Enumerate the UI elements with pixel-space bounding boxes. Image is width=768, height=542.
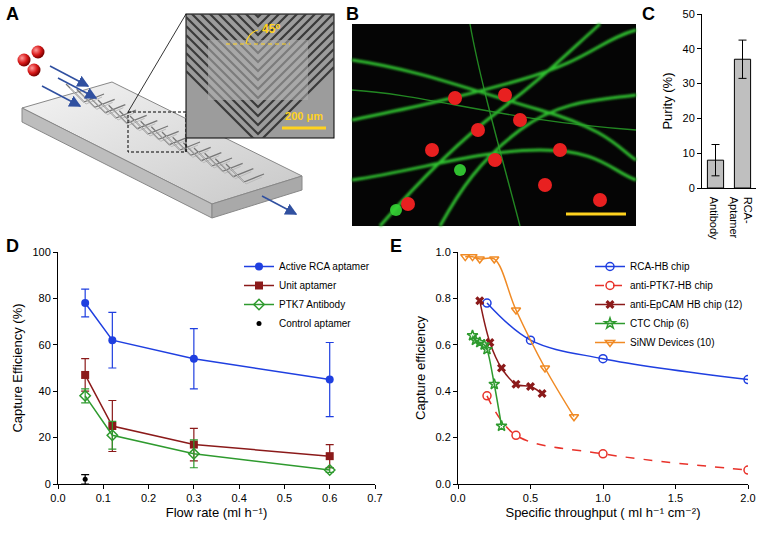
svg-text:0.0: 0.0: [450, 492, 465, 504]
svg-text:anti-EpCAM HB chip (12): anti-EpCAM HB chip (12): [630, 299, 742, 310]
svg-text:200 μm: 200 μm: [285, 110, 323, 122]
svg-text:RCA-Aptamer: RCA-Aptamer: [728, 197, 754, 239]
svg-text:0.0: 0.0: [50, 492, 65, 504]
svg-text:1.0: 1.0: [436, 246, 451, 258]
svg-text:Capture efficiency: Capture efficiency: [413, 316, 428, 420]
svg-text:Capture Efficiency (%): Capture Efficiency (%): [10, 303, 25, 432]
svg-text:Flow rate (ml h⁻¹): Flow rate (ml h⁻¹): [166, 505, 267, 520]
svg-text:Unit aptamer: Unit aptamer: [279, 280, 337, 291]
svg-text:0.6: 0.6: [436, 339, 451, 351]
html-text:E: E: [390, 236, 402, 256]
svg-text:0.2: 0.2: [141, 492, 156, 504]
svg-text:0.1: 0.1: [96, 492, 111, 504]
svg-text:80: 80: [39, 292, 51, 304]
svg-text:40: 40: [39, 385, 51, 397]
svg-text:0.5: 0.5: [277, 492, 292, 504]
svg-text:20: 20: [683, 112, 695, 124]
svg-text:Active RCA aptamer: Active RCA aptamer: [279, 261, 370, 272]
svg-text:0.8: 0.8: [436, 292, 451, 304]
svg-text:0.2: 0.2: [436, 431, 451, 443]
svg-text:0.4: 0.4: [231, 492, 246, 504]
svg-text:0.6: 0.6: [322, 492, 337, 504]
svg-text:Purity (%): Purity (%): [660, 72, 675, 129]
svg-text:0.7: 0.7: [367, 492, 382, 504]
svg-text:PTK7 Antibody: PTK7 Antibody: [279, 299, 345, 310]
svg-text:CTC Chip (6): CTC Chip (6): [630, 318, 689, 329]
svg-text:1.5: 1.5: [668, 492, 683, 504]
svg-text:40: 40: [683, 43, 695, 55]
svg-text:0.4: 0.4: [436, 385, 451, 397]
svg-text:50: 50: [683, 8, 695, 20]
svg-text:RCA-HB chip: RCA-HB chip: [630, 261, 690, 272]
html-text:D: D: [6, 236, 19, 256]
svg-text:20: 20: [39, 431, 51, 443]
svg-text:1.0: 1.0: [595, 492, 610, 504]
svg-text:Control aptamer: Control aptamer: [279, 318, 351, 329]
svg-text:Antibody: Antibody: [708, 197, 720, 240]
svg-text:30: 30: [683, 77, 695, 89]
svg-text:0.3: 0.3: [186, 492, 201, 504]
svg-text:2.0: 2.0: [740, 492, 755, 504]
svg-text:anti-PTK7-HB chip: anti-PTK7-HB chip: [630, 280, 713, 291]
svg-text:0: 0: [45, 478, 51, 490]
svg-text:Specific throughput ( ml h⁻¹ c: Specific throughput ( ml h⁻¹ cm⁻²): [505, 505, 700, 520]
html-text:B: B: [346, 4, 359, 24]
svg-text:0.5: 0.5: [523, 492, 538, 504]
html-text:C: C: [642, 4, 655, 24]
svg-text:100: 100: [32, 246, 50, 258]
html-text:A: A: [6, 4, 19, 24]
svg-text:SiNW Devices (10): SiNW Devices (10): [630, 337, 714, 348]
svg-text:0.0: 0.0: [436, 478, 451, 490]
svg-text:60: 60: [39, 339, 51, 351]
svg-text:45⁰: 45⁰: [262, 22, 281, 36]
svg-text:10: 10: [683, 147, 695, 159]
svg-text:0: 0: [689, 182, 695, 194]
